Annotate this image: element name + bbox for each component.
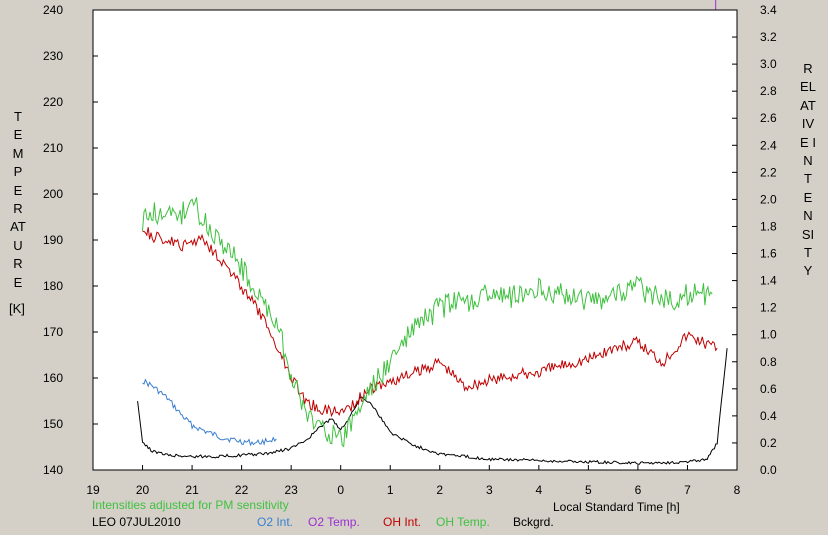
right-tick-label: 0.2 — [760, 436, 777, 450]
x-axis-ticks: 19 20 21 22 23 0 1 2 3 4 5 6 7 8 — [86, 465, 741, 497]
left-tick-label: 180 — [43, 279, 63, 293]
x-tick-label: 2 — [436, 483, 443, 497]
right-tick-label: 2.0 — [760, 192, 777, 206]
legend-o2-temp: O2 Temp. — [308, 515, 360, 529]
x-tick-label: 7 — [684, 483, 691, 497]
right-axis-ticks: 0.0 0.2 0.4 0.6 0.8 1.0 1.2 1.4 1.6 1.8 2.0 2.2 2.4 2… — [732, 3, 777, 477]
right-tick-label: 2.8 — [760, 84, 777, 98]
x-axis-label: Local Standard Time [h] — [553, 500, 680, 514]
x-tick-label: 23 — [284, 483, 298, 497]
x-tick-label: 1 — [387, 483, 394, 497]
legend-oh-int: OH Int. — [383, 515, 422, 529]
right-tick-label: 0.6 — [760, 382, 777, 396]
left-tick-label: 220 — [43, 95, 63, 109]
x-tick-label: 3 — [486, 483, 493, 497]
right-tick-label: 1.6 — [760, 247, 777, 261]
left-tick-label: 240 — [43, 3, 63, 17]
right-tick-label: 2.6 — [760, 111, 777, 125]
right-axis-label: RELATIVE INTENSITY — [800, 61, 816, 279]
series-line-o2-int — [142, 378, 277, 447]
series-line-bckgrd — [137, 348, 728, 465]
right-tick-label: 1.4 — [760, 274, 777, 288]
x-tick-label: 6 — [635, 483, 642, 497]
x-tick-label: 0 — [337, 483, 344, 497]
x-tick-label: 20 — [136, 483, 150, 497]
left-axis-label: TEMPERATURE — [10, 109, 26, 290]
right-tick-label: 3.0 — [760, 57, 777, 71]
x-tick-label: 5 — [585, 483, 592, 497]
left-tick-label: 140 — [43, 463, 63, 477]
series-line-o2-temp — [142, 0, 717, 11]
right-tick-label: 0.0 — [760, 463, 777, 477]
note-text: Intensities adjusted for PM sensitivity — [92, 498, 289, 512]
station-date: LEO 07JUL2010 — [92, 515, 181, 529]
right-tick-label: 2.4 — [760, 138, 777, 152]
x-tick-label: 4 — [536, 483, 543, 497]
left-tick-label: 150 — [43, 417, 63, 431]
right-tick-label: 0.4 — [760, 409, 777, 423]
left-tick-label: 200 — [43, 187, 63, 201]
left-tick-label: 190 — [43, 233, 63, 247]
x-tick-label: 8 — [734, 483, 741, 497]
left-axis-unit: [K] — [9, 301, 25, 316]
x-tick-label: 19 — [86, 483, 100, 497]
left-tick-label: 230 — [43, 49, 63, 63]
right-tick-label: 1.8 — [760, 219, 777, 233]
series-line-oh-temp — [142, 197, 713, 448]
left-tick-label: 170 — [43, 325, 63, 339]
right-tick-label: 3.4 — [760, 3, 777, 17]
right-tick-label: 3.2 — [760, 30, 777, 44]
left-tick-label: 160 — [43, 371, 63, 385]
left-tick-label: 210 — [43, 141, 63, 155]
right-tick-label: 2.2 — [760, 165, 777, 179]
right-tick-label: 0.8 — [760, 355, 777, 369]
left-axis-ticks: 140 150 160 170 180 190 200 210 220 230 240 — [43, 3, 98, 477]
legend-oh-temp: OH Temp. — [436, 515, 490, 529]
right-tick-label: 1.0 — [760, 328, 777, 342]
series-line-oh-int — [142, 227, 718, 418]
x-tick-label: 22 — [235, 483, 249, 497]
legend-bckgrd: Bckgrd. — [513, 515, 554, 529]
plot-area — [93, 10, 737, 470]
x-tick-label: 21 — [185, 483, 199, 497]
right-tick-label: 1.2 — [760, 301, 777, 315]
legend-o2-int: O2 Int. — [257, 515, 294, 529]
